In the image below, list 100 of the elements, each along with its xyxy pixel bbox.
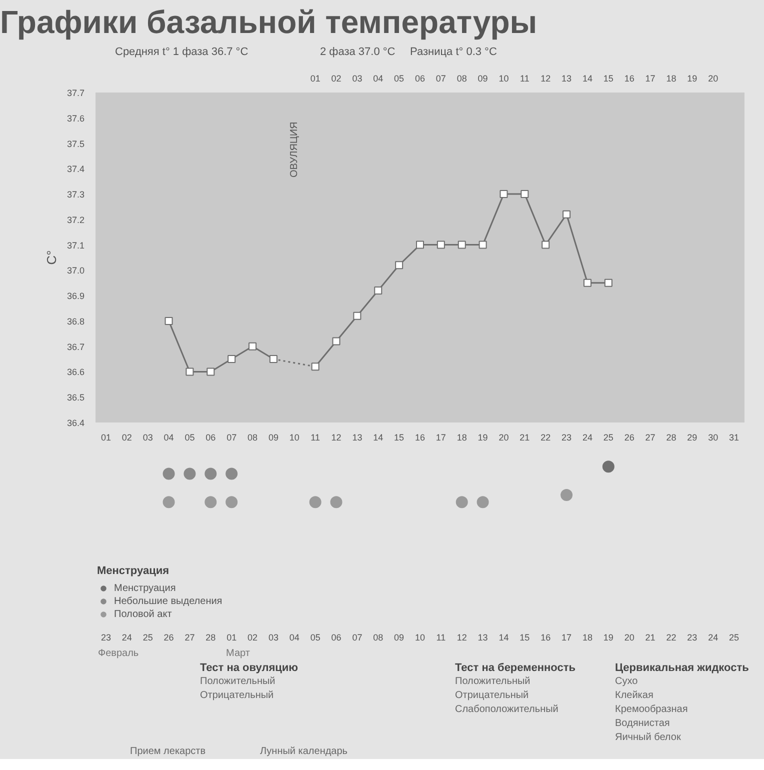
- point: [248, 342, 257, 350]
- x-tick-label: 05: [310, 632, 320, 642]
- x-tick-label: 27: [184, 632, 195, 642]
- point: [309, 496, 322, 508]
- x-tick-label: 28: [666, 432, 676, 442]
- point: [228, 355, 236, 364]
- x-tick-label: 15: [394, 432, 404, 442]
- x-tick-label: 25: [603, 432, 614, 442]
- x-tick-label: 16: [540, 632, 551, 642]
- point: [204, 496, 217, 508]
- x-tick-label: 18: [582, 632, 592, 642]
- x-tick-label: 06: [331, 632, 342, 642]
- x-tick-label: 19: [478, 432, 488, 442]
- x-tick-label: 15: [520, 632, 530, 642]
- x-tick-label: 05: [184, 432, 195, 442]
- text: Отрицательный: [200, 689, 274, 703]
- text: Лунный календарь: [260, 745, 348, 759]
- point: [226, 496, 238, 508]
- point: [162, 496, 175, 508]
- x-tick-label: 22: [540, 432, 551, 442]
- annotation: ОВУЛЯЦИЯ: [288, 122, 300, 178]
- x-tick-label: 13: [352, 432, 362, 442]
- x-tick-label: 03: [268, 632, 278, 642]
- point: [476, 496, 489, 508]
- x-tick-label: 16: [414, 432, 426, 442]
- point: [204, 468, 217, 480]
- point: [330, 496, 342, 508]
- text: Цервикальная жидкость: [615, 661, 749, 676]
- y-tick-label: 37.5: [66, 138, 85, 149]
- y-tick-label: 36.4: [66, 418, 85, 428]
- point: [164, 316, 173, 325]
- x-tick-label: 11: [436, 632, 446, 642]
- x2-tick-label: 03: [352, 74, 362, 84]
- y-tick-label: 36.9: [66, 291, 85, 302]
- text: Февраль: [98, 647, 139, 661]
- y-tick-label: 36.6: [66, 367, 85, 378]
- text: Прием лекарств: [130, 745, 206, 759]
- point: [560, 489, 573, 501]
- x-tick-label: 21: [645, 632, 656, 642]
- x2-tick-label: 16: [624, 74, 634, 84]
- x-tick-label: 10: [289, 432, 300, 442]
- point: [395, 261, 404, 270]
- x2-tick-label: 01: [310, 74, 320, 84]
- text: Положительный: [200, 675, 276, 689]
- x-tick-label: 28: [206, 632, 216, 642]
- x-tick-label: 24: [582, 432, 592, 442]
- x2-tick-label: 02: [331, 74, 342, 84]
- y-axis-title: C°: [44, 250, 59, 265]
- text: Клейкая: [615, 689, 654, 703]
- text: Разница t° 0.3 °C: [410, 45, 497, 60]
- x-tick-label: 08: [248, 432, 258, 442]
- legend-label: Менструация: [114, 582, 176, 594]
- point: [604, 278, 612, 287]
- point: [500, 190, 508, 198]
- text: Слабоположительный: [455, 703, 558, 717]
- point: [456, 496, 468, 508]
- x-tick-label: 26: [164, 632, 174, 642]
- x-tick-label: 25: [142, 632, 153, 642]
- text: Тест на овуляцию: [200, 661, 298, 676]
- x2-tick-label: 20: [708, 74, 718, 84]
- x-tick-label: 12: [331, 432, 342, 442]
- x2-tick-label: 13: [562, 74, 572, 84]
- text: Положительный: [455, 675, 530, 689]
- x-tick-label: 23: [562, 432, 572, 442]
- x-tick-label: 23: [100, 632, 111, 642]
- point: [186, 368, 194, 376]
- point: [184, 468, 196, 480]
- x2-tick-label: 17: [645, 74, 656, 84]
- y-tick-label: 36.5: [66, 392, 85, 403]
- point: [206, 368, 215, 376]
- x-tick-label: 07: [226, 432, 237, 442]
- text: Март: [226, 647, 250, 661]
- text: Средняя t° 1 фаза 36.7 °C: [115, 45, 248, 60]
- x2-tick-label: 12: [540, 74, 551, 84]
- x-tick-label: 11: [310, 432, 320, 442]
- x2-tick-label: 10: [498, 74, 509, 84]
- x-tick-label: 20: [624, 632, 634, 642]
- x-tick-label: 07: [352, 632, 362, 642]
- x-tick-label: 09: [268, 432, 278, 442]
- x2-tick-label: 14: [582, 74, 592, 84]
- x2-tick-label: 11: [520, 74, 530, 84]
- legend-label: Половой акт: [114, 608, 172, 620]
- text: Отрицательный: [455, 689, 529, 703]
- x-tick-label: 17: [562, 632, 572, 642]
- point: [436, 240, 445, 249]
- x-tick-label: 12: [456, 632, 467, 642]
- legend-label: Небольшие выделения: [114, 595, 222, 607]
- point: [478, 240, 487, 249]
- x-tick-label: 22: [666, 632, 676, 642]
- x2-tick-label: 08: [456, 74, 467, 84]
- x-tick-label: 19: [603, 632, 614, 642]
- x-tick-label: 31: [729, 432, 740, 442]
- x-tick-label: 14: [498, 632, 509, 642]
- point: [332, 337, 340, 346]
- x-tick-label: 14: [373, 432, 384, 442]
- point: [353, 312, 362, 320]
- x-tick-label: 17: [436, 432, 446, 442]
- x2-tick-label: 05: [394, 74, 404, 84]
- x2-tick-label: 19: [687, 74, 698, 84]
- text: Водянистая: [615, 717, 670, 731]
